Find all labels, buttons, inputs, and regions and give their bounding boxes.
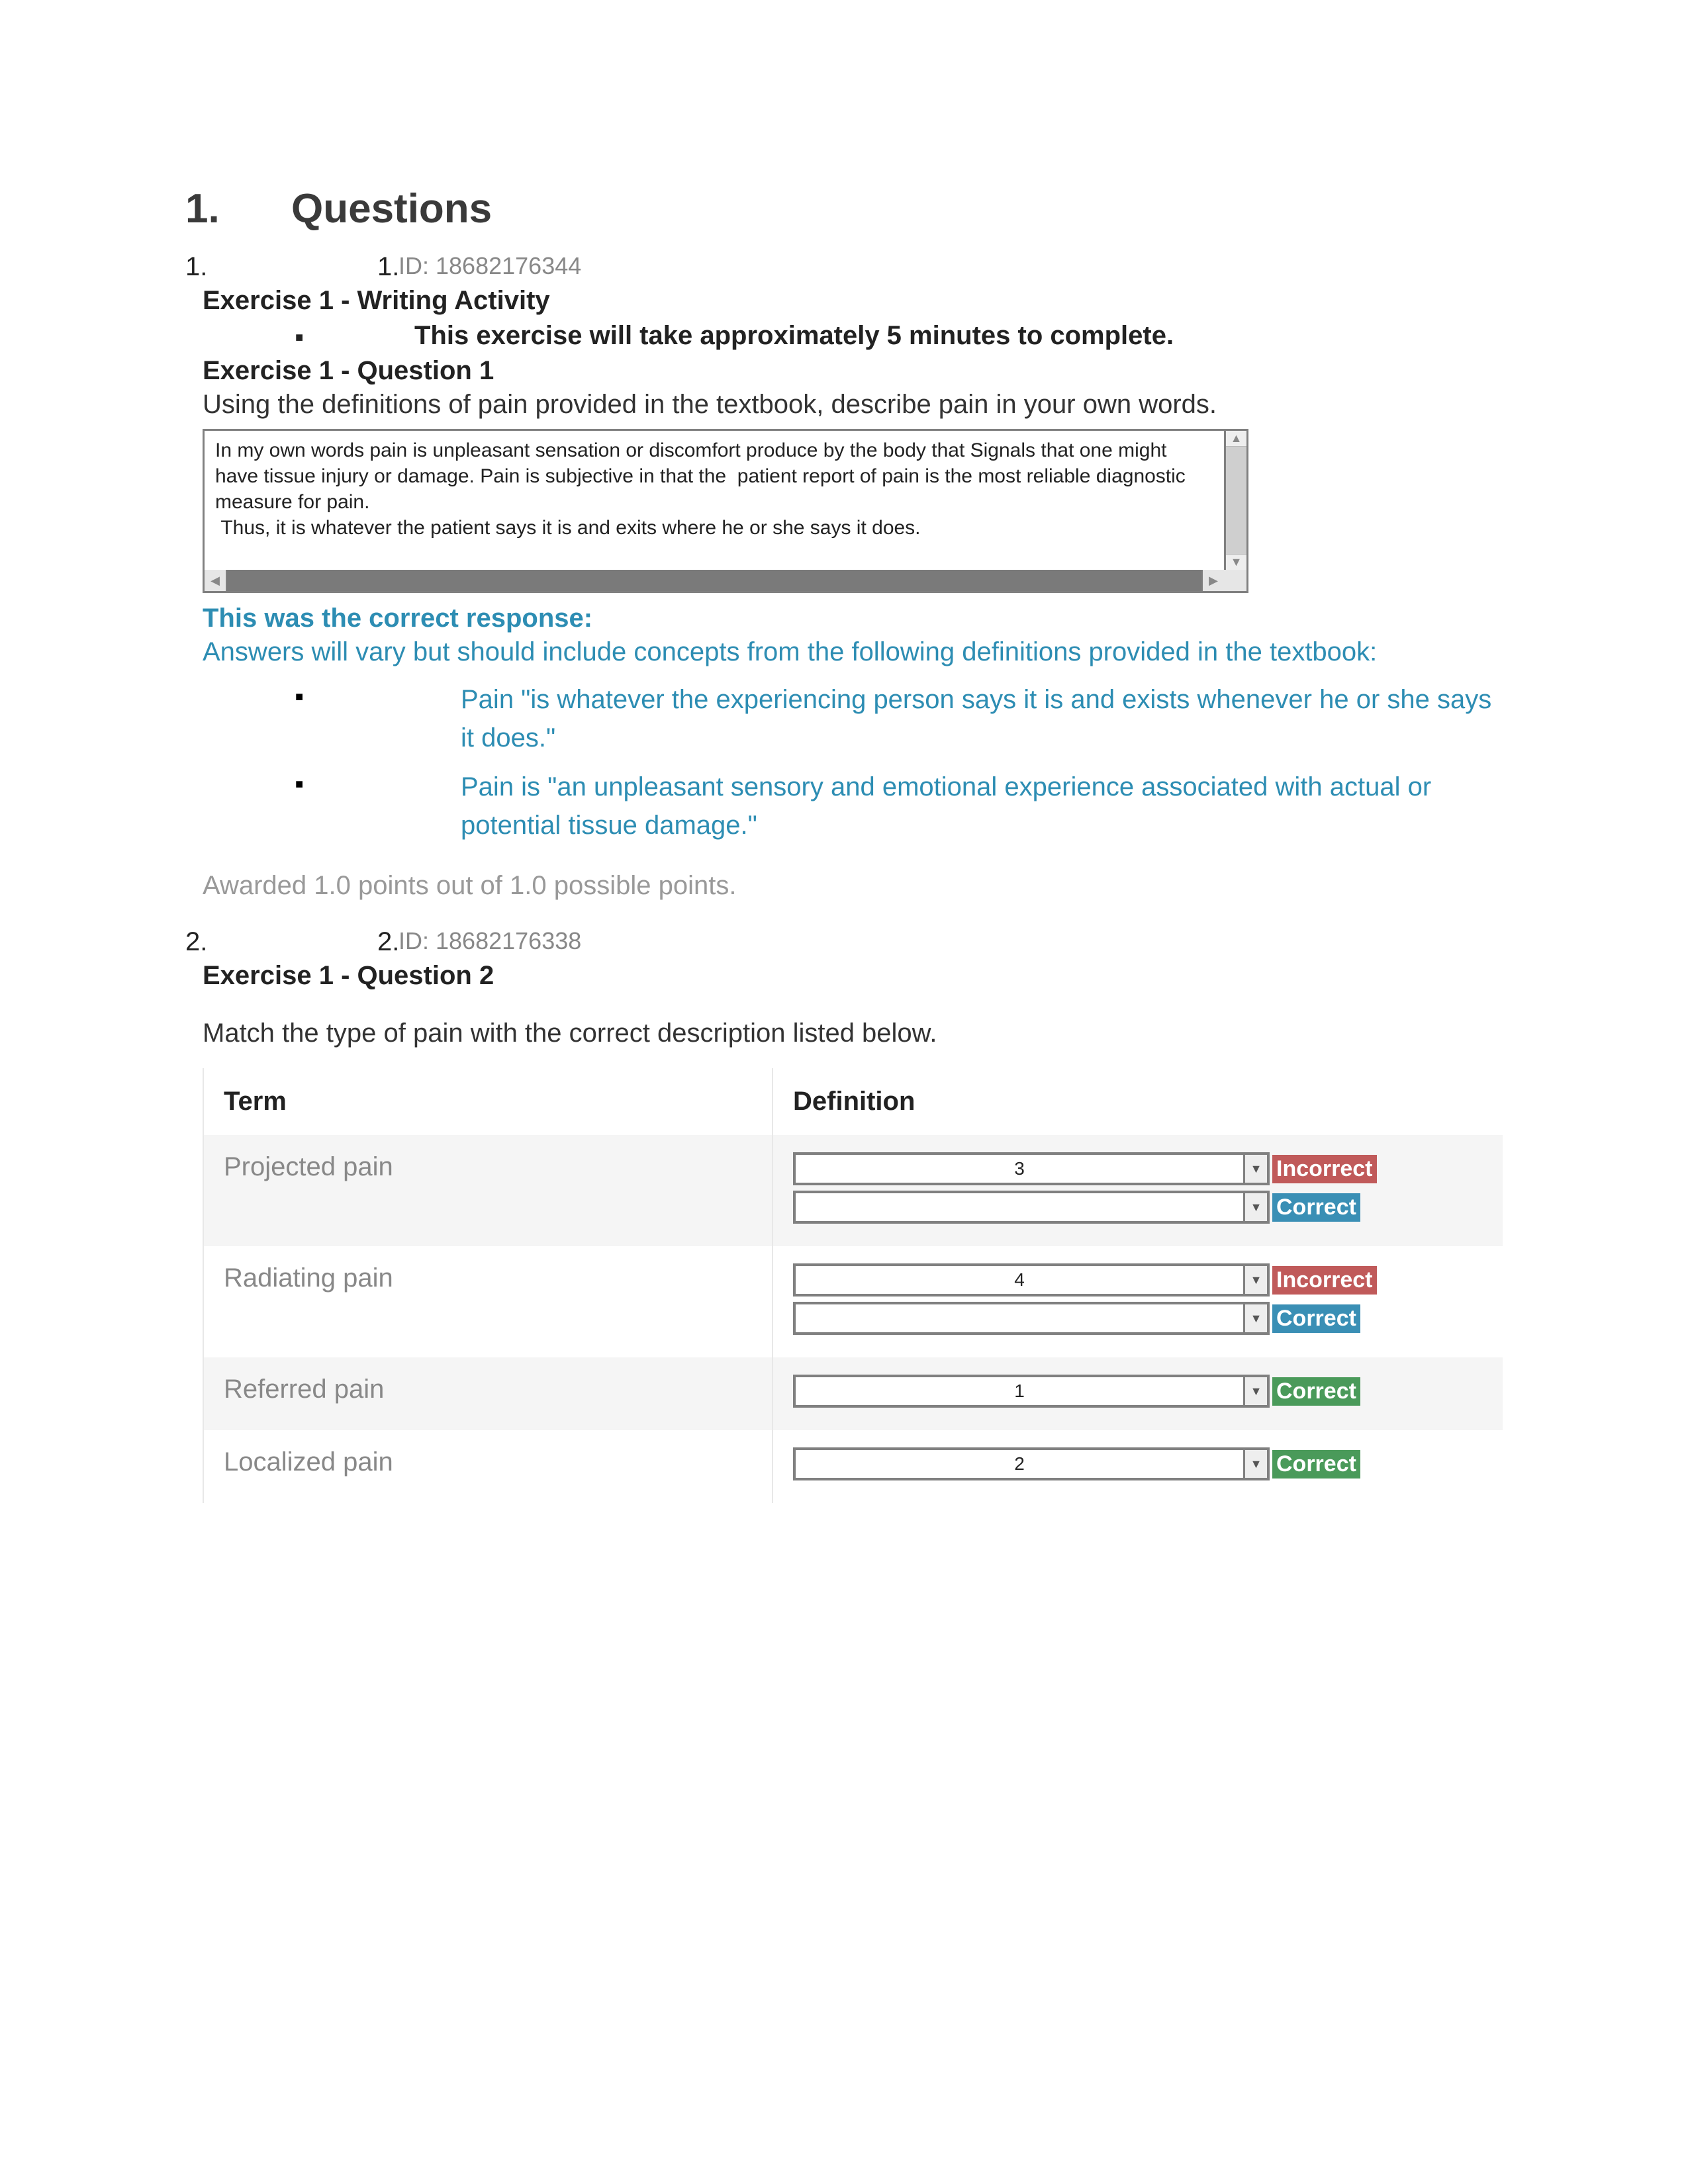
dropdown-value: 2 (796, 1453, 1243, 1475)
scroll-up-icon[interactable]: ▲ (1226, 431, 1246, 447)
table-row: Radiating pain4▼Incorrect▼Correct (203, 1246, 1503, 1357)
definition-cell: 1▼Correct (773, 1357, 1503, 1430)
feedback-heading: This was the correct response: (203, 604, 1503, 633)
term-cell: Radiating pain (203, 1246, 773, 1357)
definition-text: Pain "is whatever the experiencing perso… (461, 680, 1503, 757)
term-cell: Localized pain (203, 1430, 773, 1503)
inner-number: 1. (377, 252, 397, 282)
dropdown-row: 2▼Correct (793, 1447, 1483, 1480)
question-id: ID: 18682176338 (399, 927, 581, 957)
match-table: Term Definition Projected pain3▼Incorrec… (203, 1068, 1503, 1503)
chevron-down-icon[interactable]: ▼ (1243, 1155, 1267, 1183)
scroll-left-icon[interactable]: ◀ (205, 570, 227, 591)
question-heading: Exercise 1 - Question 1 (203, 356, 1503, 386)
col-term: Term (203, 1068, 773, 1135)
dropdown-row: ▼Correct (793, 1302, 1483, 1335)
term-cell: Projected pain (203, 1135, 773, 1246)
dropdown-row: 1▼Correct (793, 1375, 1483, 1408)
chevron-down-icon[interactable]: ▼ (1243, 1193, 1267, 1221)
grade-tag: Correct (1272, 1304, 1360, 1333)
question-1-body: Exercise 1 - Writing Activity ■ This exe… (203, 286, 1503, 901)
points-awarded: Awarded 1.0 points out of 1.0 possible p… (203, 871, 1503, 901)
question-2-body: Exercise 1 - Question 2 Match the type o… (203, 961, 1503, 1503)
table-row: Referred pain 1▼Correct (203, 1357, 1503, 1430)
feedback-intro: Answers will vary but should include con… (203, 637, 1503, 667)
dropdown-row: 4▼Incorrect (793, 1263, 1483, 1297)
answer-dropdown[interactable]: 4▼ (793, 1263, 1270, 1297)
scroll-track[interactable] (1226, 447, 1246, 554)
definition-cell: 2▼Correct (773, 1430, 1503, 1503)
question-prompt: Using the definitions of pain provided i… (203, 390, 1503, 420)
definition-cell: 4▼Incorrect▼Correct (773, 1246, 1503, 1357)
time-note-row: ■ This exercise will take approximately … (295, 321, 1503, 351)
definition-text: Pain is "an unpleasant sensory and emoti… (461, 768, 1503, 844)
response-textbox[interactable]: In my own words pain is unpleasant sensa… (203, 429, 1248, 593)
chevron-down-icon[interactable]: ▼ (1243, 1377, 1267, 1405)
dropdown-value: 3 (796, 1158, 1243, 1179)
question-number-row: 1. 1. ID: 18682176344 (185, 252, 1503, 282)
chevron-down-icon[interactable]: ▼ (1243, 1266, 1267, 1294)
inner-number: 2. (377, 927, 397, 957)
answer-dropdown[interactable]: 2▼ (793, 1447, 1270, 1480)
exercise-title: Exercise 1 - Writing Activity (203, 286, 1503, 316)
grade-tag: Correct (1272, 1193, 1360, 1222)
dropdown-value: 1 (796, 1381, 1243, 1402)
grade-tag: Incorrect (1272, 1155, 1377, 1183)
term-cell: Referred pain (203, 1357, 773, 1430)
bullet-icon: ■ (295, 680, 461, 757)
bullet-icon: ■ (295, 768, 461, 844)
grade-tag: Incorrect (1272, 1266, 1377, 1295)
outer-number: 2. (185, 927, 377, 957)
definition-bullet: ■ Pain is "an unpleasant sensory and emo… (295, 768, 1503, 844)
question-prompt: Match the type of pain with the correct … (203, 1019, 1503, 1048)
dropdown-row: 3▼Incorrect (793, 1152, 1483, 1185)
definition-bullet: ■ Pain "is whatever the experiencing per… (295, 680, 1503, 757)
vertical-scrollbar[interactable]: ▲ ▼ (1224, 431, 1246, 570)
question-heading: Exercise 1 - Question 2 (203, 961, 1503, 991)
question-number-row: 2. 2. ID: 18682176338 (185, 927, 1503, 957)
bullet-icon: ■ (295, 321, 414, 351)
horizontal-scrollbar[interactable]: ◀ ▶ (205, 570, 1246, 591)
answer-dropdown[interactable]: ▼ (793, 1191, 1270, 1224)
dropdown-row: ▼Correct (793, 1191, 1483, 1224)
scroll-track-h[interactable] (227, 570, 1201, 591)
dropdown-value: 4 (796, 1269, 1243, 1291)
chevron-down-icon[interactable]: ▼ (1243, 1450, 1267, 1478)
question-id: ID: 18682176344 (399, 252, 581, 282)
definition-cell: 3▼Incorrect▼Correct (773, 1135, 1503, 1246)
page-heading: 1. Questions (185, 185, 1503, 232)
scroll-corner (1224, 570, 1246, 591)
time-note: This exercise will take approximately 5 … (414, 321, 1503, 351)
answer-dropdown[interactable]: 1▼ (793, 1375, 1270, 1408)
chevron-down-icon[interactable]: ▼ (1243, 1304, 1267, 1332)
grade-tag: Correct (1272, 1377, 1360, 1406)
table-row: Localized pain 2▼Correct (203, 1430, 1503, 1503)
col-definition: Definition (773, 1068, 1503, 1135)
table-row: Projected pain3▼Incorrect▼Correct (203, 1135, 1503, 1246)
heading-number: 1. (185, 185, 291, 232)
grade-tag: Correct (1272, 1450, 1360, 1479)
outer-number: 1. (185, 252, 377, 282)
answer-dropdown[interactable]: ▼ (793, 1302, 1270, 1335)
scroll-right-icon[interactable]: ▶ (1201, 570, 1224, 591)
response-text[interactable]: In my own words pain is unpleasant sensa… (205, 431, 1224, 570)
scroll-down-icon[interactable]: ▼ (1226, 554, 1246, 570)
heading-title: Questions (291, 185, 492, 232)
answer-dropdown[interactable]: 3▼ (793, 1152, 1270, 1185)
